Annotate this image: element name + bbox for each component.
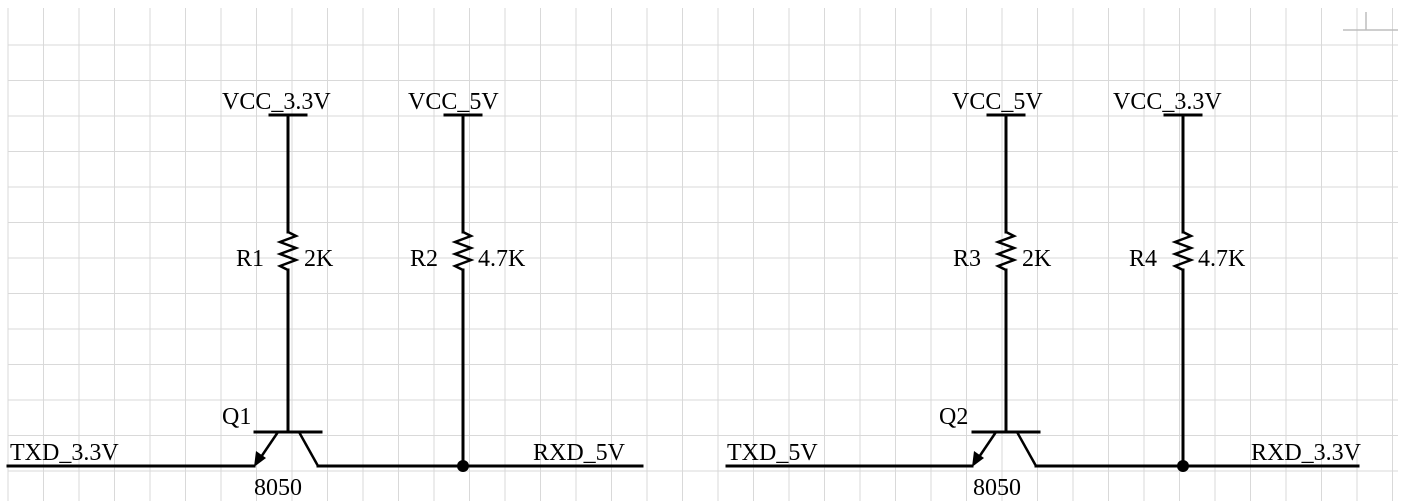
transistor-q2-ref: Q2 [939,404,968,430]
resistor-r3-ref: R3 [953,246,981,272]
transistor-q2-emitter-arrow [972,451,984,467]
transistor-q1-emitter-arrow [254,451,266,467]
background-grid [7,8,1398,501]
resistor-r1-ref: R1 [236,246,264,272]
resistor-r3-symbol [994,230,1018,272]
resistor-r2-ref: R2 [410,246,438,272]
transistor-q2-collector [1015,431,1038,467]
junction-dot [457,460,469,472]
circuit-2: VCC_5V R3 2K VCC_3.3V R4 4.7K Q2 8050 TX… [725,89,1362,501]
resistor-r1-symbol [276,230,300,272]
transistor-q1-ref: Q1 [222,404,251,430]
net-label-txd-5v: TXD_5V [727,440,818,466]
resistor-r4-value: 4.7K [1198,246,1246,272]
circuit-1: VCC_3.3V R1 2K VCC_5V R2 4.7K Q1 8050 TX… [6,89,644,501]
resistor-r2-symbol [451,230,475,272]
junction-dot [1177,460,1189,472]
resistor-r4-symbol [1171,230,1195,272]
sheet-border-corner [1343,12,1398,31]
power-label-vcc-3v3: VCC_3.3V [222,89,331,115]
power-label-vcc-5v: VCC_5V [408,89,499,115]
power-label-vcc-5v: VCC_5V [952,89,1043,115]
transistor-q1-part: 8050 [254,475,302,501]
resistor-r3-value: 2K [1022,246,1052,272]
net-label-txd-3v3: TXD_3.3V [10,440,119,466]
net-label-rxd-3v3: RXD_3.3V [1251,440,1362,466]
transistor-q1-collector [297,431,320,467]
resistor-r2-value: 4.7K [478,246,526,272]
power-label-vcc-3v3: VCC_3.3V [1113,89,1222,115]
net-label-rxd-5v: RXD_5V [533,440,626,466]
resistor-r4-ref: R4 [1129,246,1157,272]
resistor-r1-value: 2K [304,246,334,272]
transistor-q2-part: 8050 [973,475,1021,501]
